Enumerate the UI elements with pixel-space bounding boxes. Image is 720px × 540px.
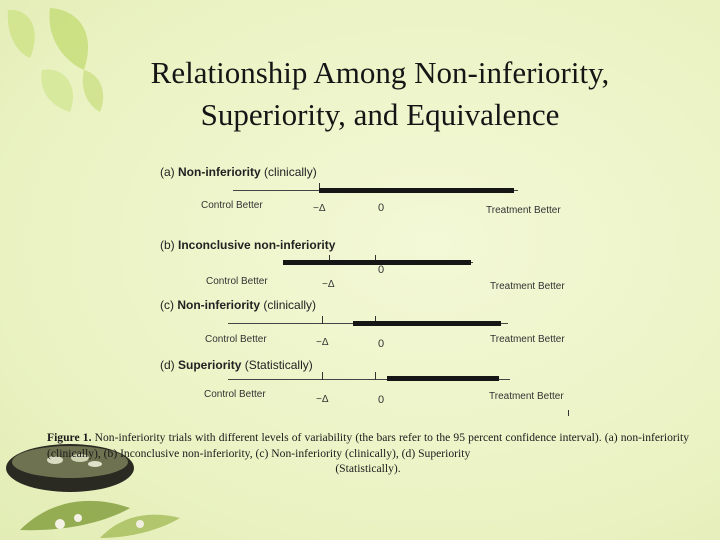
figure-caption: Figure 1. Non-inferiority trials with di… <box>47 430 689 477</box>
panel-c-delta-label: −Δ <box>316 337 329 348</box>
panel-c-qualifier: (clinically) <box>263 298 317 312</box>
panel-b-letter: (b) <box>160 238 175 252</box>
panel-d-ci-bar <box>387 376 499 381</box>
panel-a-delta-label: −Δ <box>313 203 326 214</box>
panel-d-delta-tick <box>322 372 323 380</box>
panel-c-zero-tick <box>375 316 376 324</box>
panel-c-delta-tick <box>322 316 323 324</box>
panel-b-ci-bar <box>283 260 471 265</box>
panel-d-zero-tick <box>375 372 376 380</box>
panel-d-letter: (d) <box>160 358 175 372</box>
panel-c-name: Non-inferiority <box>177 298 261 312</box>
panel-b-delta-tick <box>329 255 330 263</box>
panel-c-zero-label: 0 <box>378 338 385 350</box>
caption-end: (Statistically). <box>335 462 401 475</box>
panel-d-end-tick <box>568 410 569 416</box>
panel-d-qualifier: (Statistically) <box>244 358 313 372</box>
title-line-1: Relationship Among Non-inferiority, <box>150 55 610 90</box>
panel-a-letter: (a) <box>160 165 175 179</box>
leaf-decoration-icon <box>7 8 104 112</box>
panel-a-treatment-label: Treatment Better <box>486 205 561 216</box>
panel-d-delta-label: −Δ <box>316 394 329 405</box>
panel-c-ci-bar <box>353 321 501 326</box>
panel-d-heading: (d) Superiority (Statistically) <box>160 358 313 372</box>
panel-a-name: Non-inferiority <box>178 165 261 179</box>
panel-d-name: Superiority <box>178 358 242 372</box>
panel-a-ci-bar <box>319 188 514 193</box>
panel-d-control-label: Control Better <box>204 389 266 400</box>
panel-a-control-label: Control Better <box>201 200 263 211</box>
panel-c-treatment-label: Treatment Better <box>490 334 565 345</box>
panel-c-heading: (c) Non-inferiority (clinically) <box>160 298 316 312</box>
panel-d-axis-line <box>228 379 510 380</box>
panel-d-treatment-label: Treatment Better <box>489 391 564 402</box>
caption-label: Figure 1. <box>47 431 92 444</box>
panel-b-name: Inconclusive non-inferiority <box>178 238 336 252</box>
panel-b-zero-label: 0 <box>378 264 385 276</box>
panel-a-heading: (a) Non-inferiority (clinically) <box>160 165 317 179</box>
panel-a-qualifier: (clinically) <box>264 165 317 179</box>
panel-b-heading: (b) Inconclusive non-inferiority <box>160 238 335 252</box>
slide-title: Relationship Among Non-inferiority, Supe… <box>60 52 700 136</box>
panel-b-delta-label: −Δ <box>322 279 335 290</box>
panel-b-control-label: Control Better <box>206 276 268 287</box>
panel-b-treatment-label: Treatment Better <box>490 281 565 292</box>
caption-text: Non-inferiority trials with different le… <box>47 431 690 460</box>
panel-c-letter: (c) <box>160 298 174 312</box>
panel-a-delta-tick <box>319 183 320 191</box>
panel-d-zero-label: 0 <box>378 394 385 406</box>
panel-b-zero-tick <box>375 255 376 263</box>
panel-a-zero-label: 0 <box>378 202 385 214</box>
panel-c-control-label: Control Better <box>205 334 267 345</box>
bowl-decoration-icon <box>6 444 180 538</box>
title-line-2: Superiority, and Equivalence <box>200 97 560 132</box>
